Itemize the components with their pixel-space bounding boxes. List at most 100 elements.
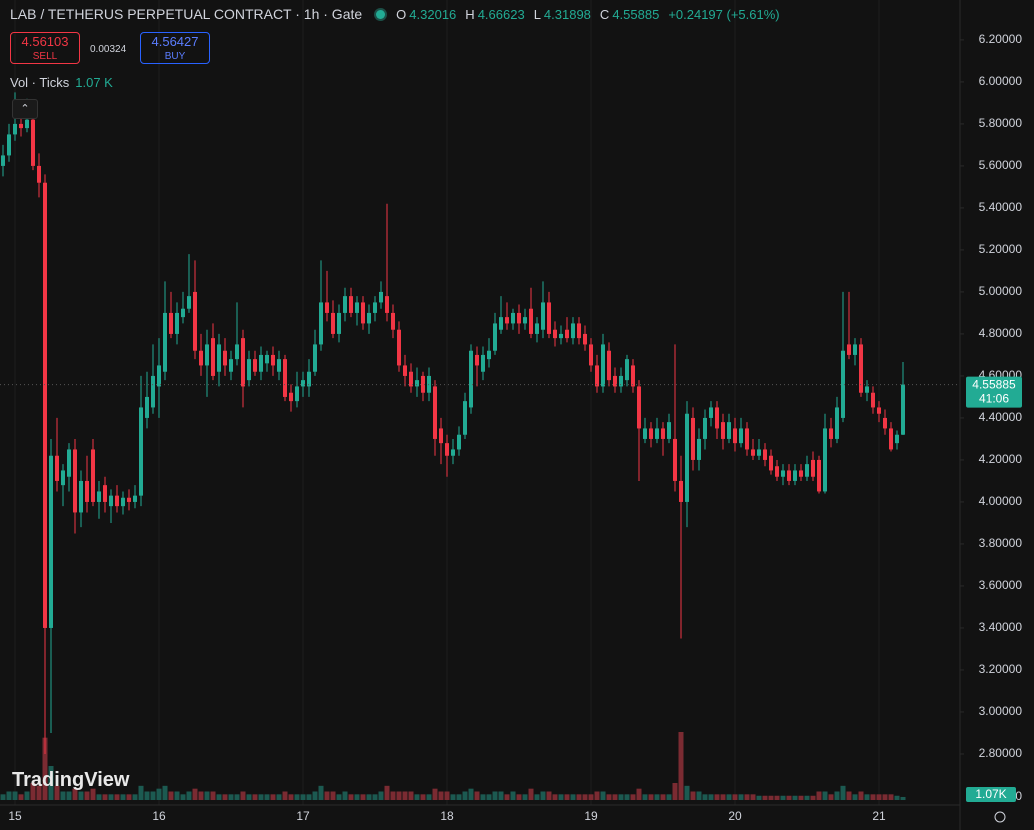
candle-body xyxy=(49,455,53,628)
candle-body xyxy=(55,455,59,481)
volume-bar xyxy=(858,791,864,800)
volume-bar xyxy=(732,794,738,800)
candle-body xyxy=(667,422,671,439)
candle-body xyxy=(373,302,377,313)
candle-body xyxy=(163,312,167,372)
y-tick-label: 3.20000 xyxy=(979,662,1023,676)
candle-body xyxy=(481,354,485,372)
volume-bar xyxy=(690,791,696,800)
volume-bar xyxy=(342,791,348,800)
candle-body xyxy=(253,359,257,372)
spread: 0.00324 xyxy=(90,44,127,55)
candle-body xyxy=(793,470,797,481)
candle-body xyxy=(703,417,707,439)
candle-body xyxy=(157,365,161,387)
candle-body xyxy=(151,375,155,408)
sell-price: 4.56103 xyxy=(21,34,69,49)
candle-body xyxy=(307,371,311,387)
volume-bar xyxy=(714,794,720,800)
volume-bar xyxy=(294,794,300,800)
collapse-button[interactable]: ⌃ xyxy=(12,99,38,119)
volume-bar xyxy=(828,794,834,800)
candle-body xyxy=(865,386,869,393)
x-tick-label: 15 xyxy=(8,809,22,823)
candle-body xyxy=(271,354,275,366)
volume-bar xyxy=(102,794,108,800)
volume-bar xyxy=(384,785,390,800)
candle-body xyxy=(127,497,131,502)
volume-bar xyxy=(330,791,336,800)
candle-body xyxy=(103,485,107,502)
volume-bar xyxy=(30,783,36,800)
candle-body xyxy=(295,386,299,402)
candle-body xyxy=(847,344,851,355)
volume-bar xyxy=(270,794,276,800)
volume-bar xyxy=(282,791,288,800)
candle-body xyxy=(697,438,701,460)
volume-indicator[interactable]: Vol · Ticks 1.07 K xyxy=(10,75,113,90)
volume-bar xyxy=(456,794,462,800)
candle-body xyxy=(1,155,5,166)
header: LAB / TETHERUS PERPETUAL CONTRACT · 1h ·… xyxy=(10,6,786,22)
volume-bar xyxy=(204,791,210,800)
symbol-title[interactable]: LAB / TETHERUS PERPETUAL CONTRACT · 1h ·… xyxy=(10,6,363,22)
y-tick-label: 5.00000 xyxy=(979,284,1023,298)
volume-bar xyxy=(114,794,120,800)
volume-bar xyxy=(24,791,30,800)
y-tick-label: 3.00000 xyxy=(979,704,1023,718)
volume-bar xyxy=(252,794,258,800)
sell-label: SELL xyxy=(32,51,58,62)
volume-bar xyxy=(474,791,480,800)
candle-body xyxy=(109,495,113,507)
volume-bar xyxy=(582,794,588,800)
candle-body xyxy=(745,428,749,450)
volume-bar xyxy=(822,791,828,800)
volume-bar xyxy=(126,794,132,800)
candle-body xyxy=(193,291,197,351)
volume-bar xyxy=(264,794,270,800)
y-tick-label: 5.60000 xyxy=(979,158,1023,172)
candle-body xyxy=(205,344,209,366)
volume-bar xyxy=(660,794,666,800)
candle-body xyxy=(679,480,683,502)
candle-body xyxy=(301,380,305,387)
volume-bar xyxy=(504,794,510,800)
volume-bar xyxy=(798,795,804,800)
volume-bar xyxy=(354,794,360,800)
candle-body xyxy=(811,459,815,477)
volume-bar xyxy=(408,791,414,800)
candle-body xyxy=(583,333,587,345)
volume-bar xyxy=(636,788,642,800)
candle-body xyxy=(187,296,191,309)
volume-bar xyxy=(300,794,306,800)
ohlc-open-label: O xyxy=(396,6,407,22)
volume-bar xyxy=(486,794,492,800)
candle-body xyxy=(691,417,695,460)
candle-body xyxy=(505,317,509,324)
candle-body xyxy=(655,428,659,439)
volume-bar xyxy=(426,794,432,800)
candle-body xyxy=(715,407,719,429)
volume-bar xyxy=(306,794,312,800)
candle-body xyxy=(289,392,293,402)
volume-indicator-value: 1.07 K xyxy=(75,75,113,90)
candle-body xyxy=(571,323,575,339)
volume-bar xyxy=(432,788,438,800)
x-tick-label: 17 xyxy=(296,809,310,823)
candle-body xyxy=(589,344,593,366)
volume-bar xyxy=(630,794,636,800)
x-tick-label: 18 xyxy=(440,809,454,823)
buy-button[interactable]: 4.56427 BUY xyxy=(140,32,210,64)
volume-bar xyxy=(378,791,384,800)
volume-bar xyxy=(402,791,408,800)
candle-body xyxy=(277,359,281,372)
volume-bar xyxy=(228,794,234,800)
volume-bar xyxy=(864,794,870,800)
sell-button[interactable]: 4.56103 SELL xyxy=(10,32,80,64)
volume-bar xyxy=(786,795,792,800)
candle-body xyxy=(451,449,455,456)
candle-body xyxy=(877,407,881,414)
volume-bar xyxy=(414,794,420,800)
change: +0.24197 (+5.61%) xyxy=(668,6,780,22)
